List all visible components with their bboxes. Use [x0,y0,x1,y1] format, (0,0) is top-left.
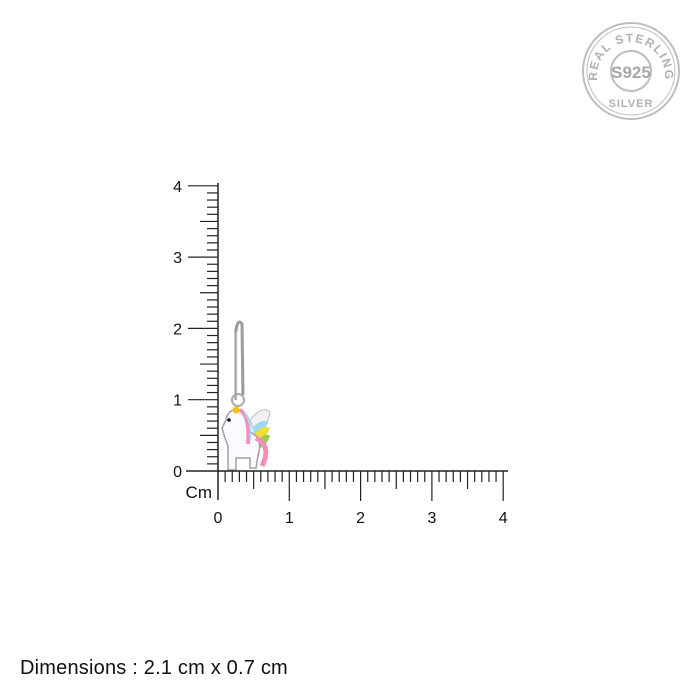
x-tick-label: 3 [427,510,436,527]
sterling-silver-seal: REAL STERLING S925 SILVER [582,22,680,120]
unicorn-earring-image [221,320,271,471]
y-tick-label: 1 [173,393,182,410]
x-tick-label: 2 [356,510,365,527]
y-tick-label: 3 [173,250,182,267]
y-tick-label: 2 [173,321,182,338]
x-tick-label: 4 [499,510,508,527]
y-tick-label: 0 [173,464,182,481]
dimensions-caption: Dimensions : 2.1 cm x 0.7 cm [20,657,288,679]
x-tick-label: 1 [285,510,294,527]
seal-bottom-text: SILVER [609,98,654,110]
x-tick-label: 0 [214,510,223,527]
y-tick-label: 4 [173,179,182,196]
seal-center-text: S925 [611,63,651,82]
unit-label: Cm [186,483,212,502]
ruler: 0 1 2 3 4 0 1 2 3 4 Cm [173,179,508,527]
